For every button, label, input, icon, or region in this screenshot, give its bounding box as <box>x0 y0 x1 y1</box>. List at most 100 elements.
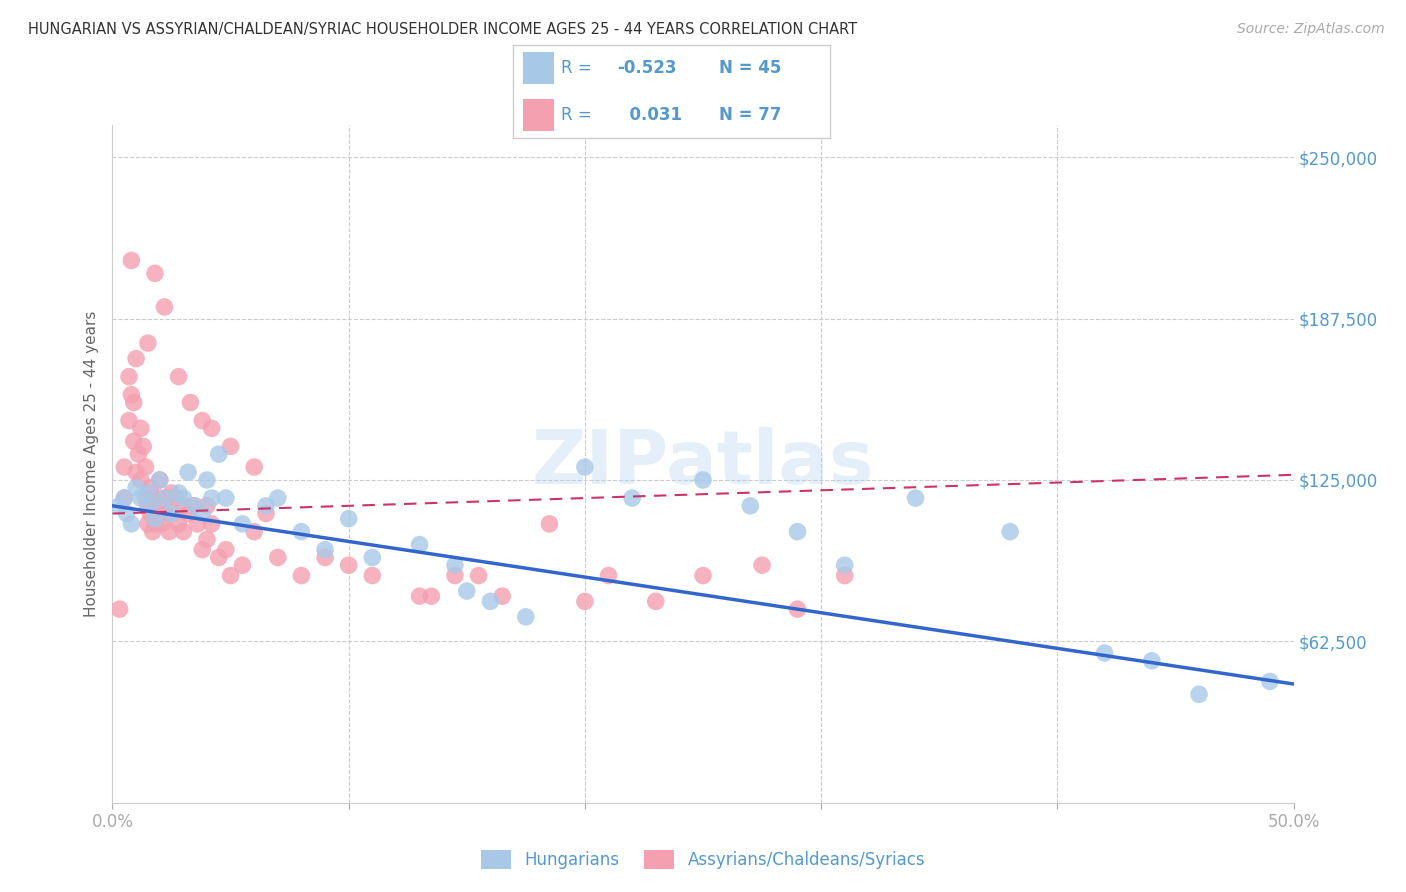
Point <box>167 486 190 500</box>
Point <box>129 421 152 435</box>
Point <box>215 542 238 557</box>
Point <box>132 439 155 453</box>
Point <box>122 434 145 449</box>
Point <box>243 460 266 475</box>
Point <box>621 491 644 505</box>
Point <box>195 499 218 513</box>
Point <box>112 491 135 505</box>
Point <box>139 507 162 521</box>
Point <box>160 507 183 521</box>
Text: -0.523: -0.523 <box>617 59 678 77</box>
Point <box>219 568 242 582</box>
Point <box>125 481 148 495</box>
Point <box>444 558 467 573</box>
Point <box>692 568 714 582</box>
Point <box>115 507 138 521</box>
Point <box>135 460 157 475</box>
Point <box>1188 687 1211 701</box>
Point <box>184 499 207 513</box>
Point <box>1094 646 1116 660</box>
Point <box>834 558 856 573</box>
Point <box>491 589 513 603</box>
Point <box>337 558 360 573</box>
Point <box>143 516 166 531</box>
Point <box>267 491 290 505</box>
Point <box>127 447 149 461</box>
Point <box>136 486 159 500</box>
Point <box>467 568 489 582</box>
Point <box>408 589 430 603</box>
Point <box>201 421 224 435</box>
Point <box>160 486 183 500</box>
Legend: Hungarians, Assyrians/Chaldeans/Syriacs: Hungarians, Assyrians/Chaldeans/Syriacs <box>474 843 932 876</box>
Point <box>208 550 231 565</box>
Point <box>267 550 290 565</box>
Point <box>208 447 231 461</box>
Point <box>153 491 176 505</box>
Text: 0.031: 0.031 <box>617 106 682 124</box>
Point <box>136 336 159 351</box>
Point <box>644 594 666 608</box>
Point <box>136 516 159 531</box>
Point <box>290 524 312 539</box>
Point <box>156 491 179 505</box>
Point <box>231 516 253 531</box>
Point <box>139 499 162 513</box>
Point <box>479 594 502 608</box>
Point <box>444 568 467 582</box>
Point <box>290 568 312 582</box>
Point <box>167 516 190 531</box>
Point <box>118 414 141 428</box>
Point <box>420 589 443 603</box>
Point <box>751 558 773 573</box>
Point <box>153 507 176 521</box>
Point <box>165 491 187 505</box>
Point <box>574 460 596 475</box>
FancyBboxPatch shape <box>523 52 554 84</box>
Point <box>186 516 208 531</box>
Point <box>538 516 561 531</box>
Point <box>361 568 384 582</box>
Point <box>108 499 131 513</box>
Point <box>139 481 162 495</box>
Point <box>598 568 620 582</box>
Text: N = 45: N = 45 <box>718 59 782 77</box>
Y-axis label: Householder Income Ages 25 - 44 years: Householder Income Ages 25 - 44 years <box>84 310 100 617</box>
Point <box>136 499 159 513</box>
Point <box>191 507 214 521</box>
Point <box>408 537 430 551</box>
Point <box>191 542 214 557</box>
Point <box>314 550 336 565</box>
Text: ZIPatlas: ZIPatlas <box>531 427 875 500</box>
Point <box>129 473 152 487</box>
Point <box>1140 654 1163 668</box>
Point <box>143 266 166 280</box>
Point <box>172 524 194 539</box>
Point <box>191 414 214 428</box>
Point <box>112 491 135 505</box>
Point <box>118 369 141 384</box>
Point <box>160 507 183 521</box>
Point <box>125 465 148 479</box>
Text: N = 77: N = 77 <box>718 106 782 124</box>
Point <box>243 524 266 539</box>
Point <box>149 491 172 505</box>
Point <box>120 253 142 268</box>
Point <box>149 473 172 487</box>
Point <box>195 533 218 547</box>
FancyBboxPatch shape <box>523 99 554 131</box>
Point <box>834 568 856 582</box>
Point <box>181 499 204 513</box>
Text: R =: R = <box>561 59 592 77</box>
Point <box>574 594 596 608</box>
Point <box>120 388 142 402</box>
Point <box>167 369 190 384</box>
Point <box>149 473 172 487</box>
Point <box>219 439 242 453</box>
Point <box>692 473 714 487</box>
Point <box>515 610 537 624</box>
Point <box>195 473 218 487</box>
Point <box>122 395 145 409</box>
Point <box>143 512 166 526</box>
Point <box>172 491 194 505</box>
